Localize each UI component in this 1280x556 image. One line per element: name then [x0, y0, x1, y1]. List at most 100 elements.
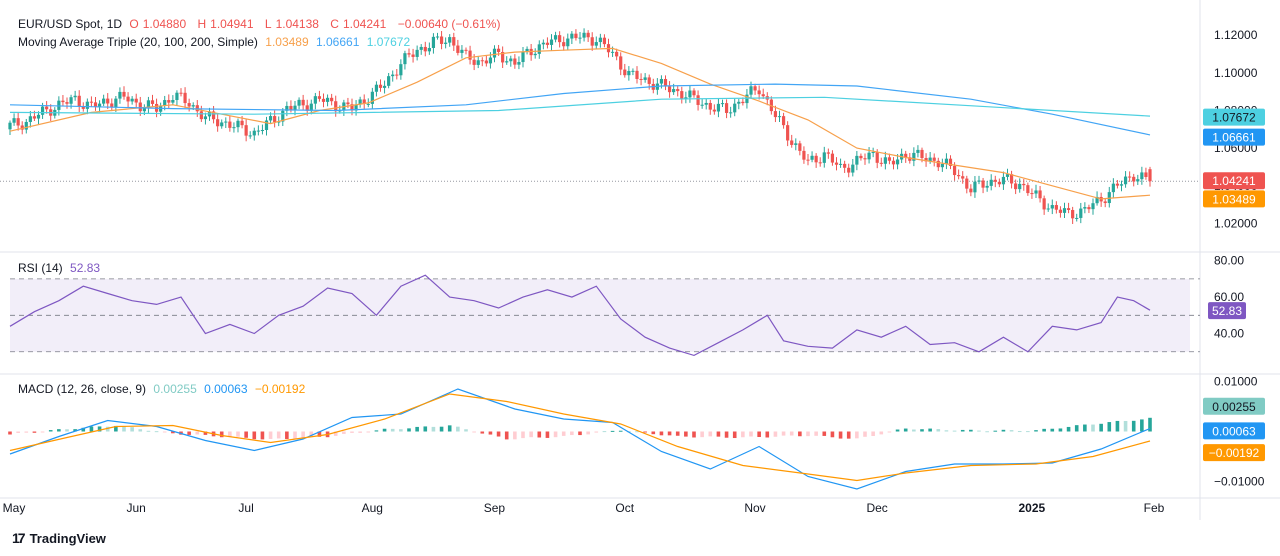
candle-body — [810, 155, 814, 160]
candle-body — [855, 155, 859, 165]
candle-body — [289, 105, 293, 110]
macd-histogram-bar — [1066, 426, 1071, 432]
candle-body — [920, 149, 924, 159]
candle-body — [619, 56, 623, 70]
candle-body — [635, 70, 639, 79]
candle-body — [1042, 198, 1046, 210]
ohlc-open: O 1.04880 — [129, 17, 190, 31]
candle-body — [427, 47, 431, 52]
candle-body — [716, 103, 721, 112]
candle-body — [586, 32, 590, 38]
macd-histogram-bar — [684, 431, 688, 437]
candle-body — [285, 105, 289, 111]
candle-body — [1107, 192, 1111, 204]
candle-body — [476, 60, 480, 65]
macd-histogram-bar — [977, 430, 981, 432]
candle-body — [891, 160, 896, 165]
ohlc-close-label: C — [330, 17, 339, 31]
ma20-price-label: 1.03489 — [1212, 192, 1256, 206]
candle-body — [199, 111, 203, 120]
macd-hist-badge: 0.00255 — [1212, 400, 1256, 414]
time-axis-label: 2025 — [1019, 501, 1046, 515]
candle-body — [578, 37, 582, 39]
candle-body — [97, 103, 102, 107]
macd-histogram-bar — [219, 431, 224, 438]
candle-body — [1136, 179, 1140, 182]
candle-body — [1026, 185, 1030, 194]
candle-body — [627, 70, 631, 76]
candle-body — [594, 42, 598, 46]
candle-body — [12, 118, 16, 123]
macd-histogram-bar — [985, 431, 989, 433]
candle-body — [1123, 176, 1128, 185]
candle-body — [1140, 172, 1144, 180]
close-price-label: 1.04241 — [1212, 174, 1256, 188]
macd-histogram-bar — [1115, 420, 1120, 432]
candle-body — [818, 162, 822, 164]
macd-histogram-bar — [749, 431, 753, 437]
macd-histogram-bar — [635, 431, 639, 433]
macd-histogram-bar — [154, 431, 159, 433]
candle-body — [65, 102, 69, 104]
macd-histogram-bar — [1034, 430, 1038, 432]
macd-histogram-bar — [895, 429, 900, 432]
candle-body — [704, 102, 708, 105]
macd-histogram-bar — [952, 430, 957, 432]
candle-body — [521, 51, 525, 63]
macd-histogram-bar — [773, 431, 778, 437]
macd-histogram-bar — [1074, 425, 1079, 432]
candle-body — [932, 157, 936, 161]
candle-body — [798, 143, 802, 151]
candle-body — [1079, 208, 1083, 218]
candle-body — [216, 119, 220, 127]
macd-histogram-bar — [846, 431, 851, 439]
macd-histogram-bar — [1099, 423, 1103, 432]
candle-body — [729, 112, 733, 114]
candle-body — [309, 103, 313, 111]
candle-body — [981, 180, 985, 188]
macd-histogram-bar — [358, 431, 362, 433]
candle-body — [496, 48, 501, 52]
macd-histogram-bar — [1009, 430, 1014, 432]
candle-body — [802, 150, 806, 160]
time-axis-label: May — [3, 501, 26, 515]
candle-body — [936, 160, 940, 168]
macd-histogram-bar — [1083, 424, 1087, 432]
candle-body — [1030, 193, 1034, 195]
candle-body — [248, 135, 252, 137]
macd-histogram-bar — [138, 429, 143, 432]
candle-body — [558, 35, 562, 43]
close-price-label-bg — [1203, 172, 1265, 190]
macd-histogram-bar — [407, 428, 411, 432]
macd-histogram-bar — [146, 430, 151, 432]
candle-body — [24, 121, 28, 130]
candle-body — [647, 77, 651, 84]
candle-body — [1005, 174, 1010, 177]
macd-legend: MACD (12, 26, close, 9) 0.00255 0.00063 … — [18, 382, 309, 396]
macd-histogram-bar — [594, 431, 599, 433]
macd-line — [9, 388, 1151, 490]
macd-histogram-bar — [439, 426, 444, 432]
macd-histogram-bar — [529, 431, 533, 438]
macd-histogram-bar — [431, 426, 436, 432]
candle-body — [961, 176, 965, 179]
candle-body — [203, 116, 208, 120]
candle-body — [1103, 201, 1107, 204]
macd-histogram-bar — [162, 431, 167, 433]
candle-body — [395, 74, 399, 76]
candle-body — [1054, 205, 1058, 210]
macd-histogram-bar — [350, 431, 354, 433]
candle-body — [252, 130, 256, 136]
candle-body — [509, 58, 513, 62]
candle-body — [134, 98, 138, 103]
tradingview-logo-icon: 17 — [12, 530, 26, 546]
candle-body — [773, 111, 778, 118]
candle-body — [570, 33, 574, 39]
macd-line-badge-bg — [1203, 422, 1265, 440]
macd-histogram-bar — [1107, 422, 1112, 432]
macd-tick-label: 0.01000 — [1214, 375, 1258, 389]
candle-body — [822, 152, 826, 163]
macd-histogram-bar — [643, 431, 647, 433]
price-legend: EUR/USD Spot, 1D O 1.04880 H 1.04941 L 1.04… — [18, 17, 504, 31]
